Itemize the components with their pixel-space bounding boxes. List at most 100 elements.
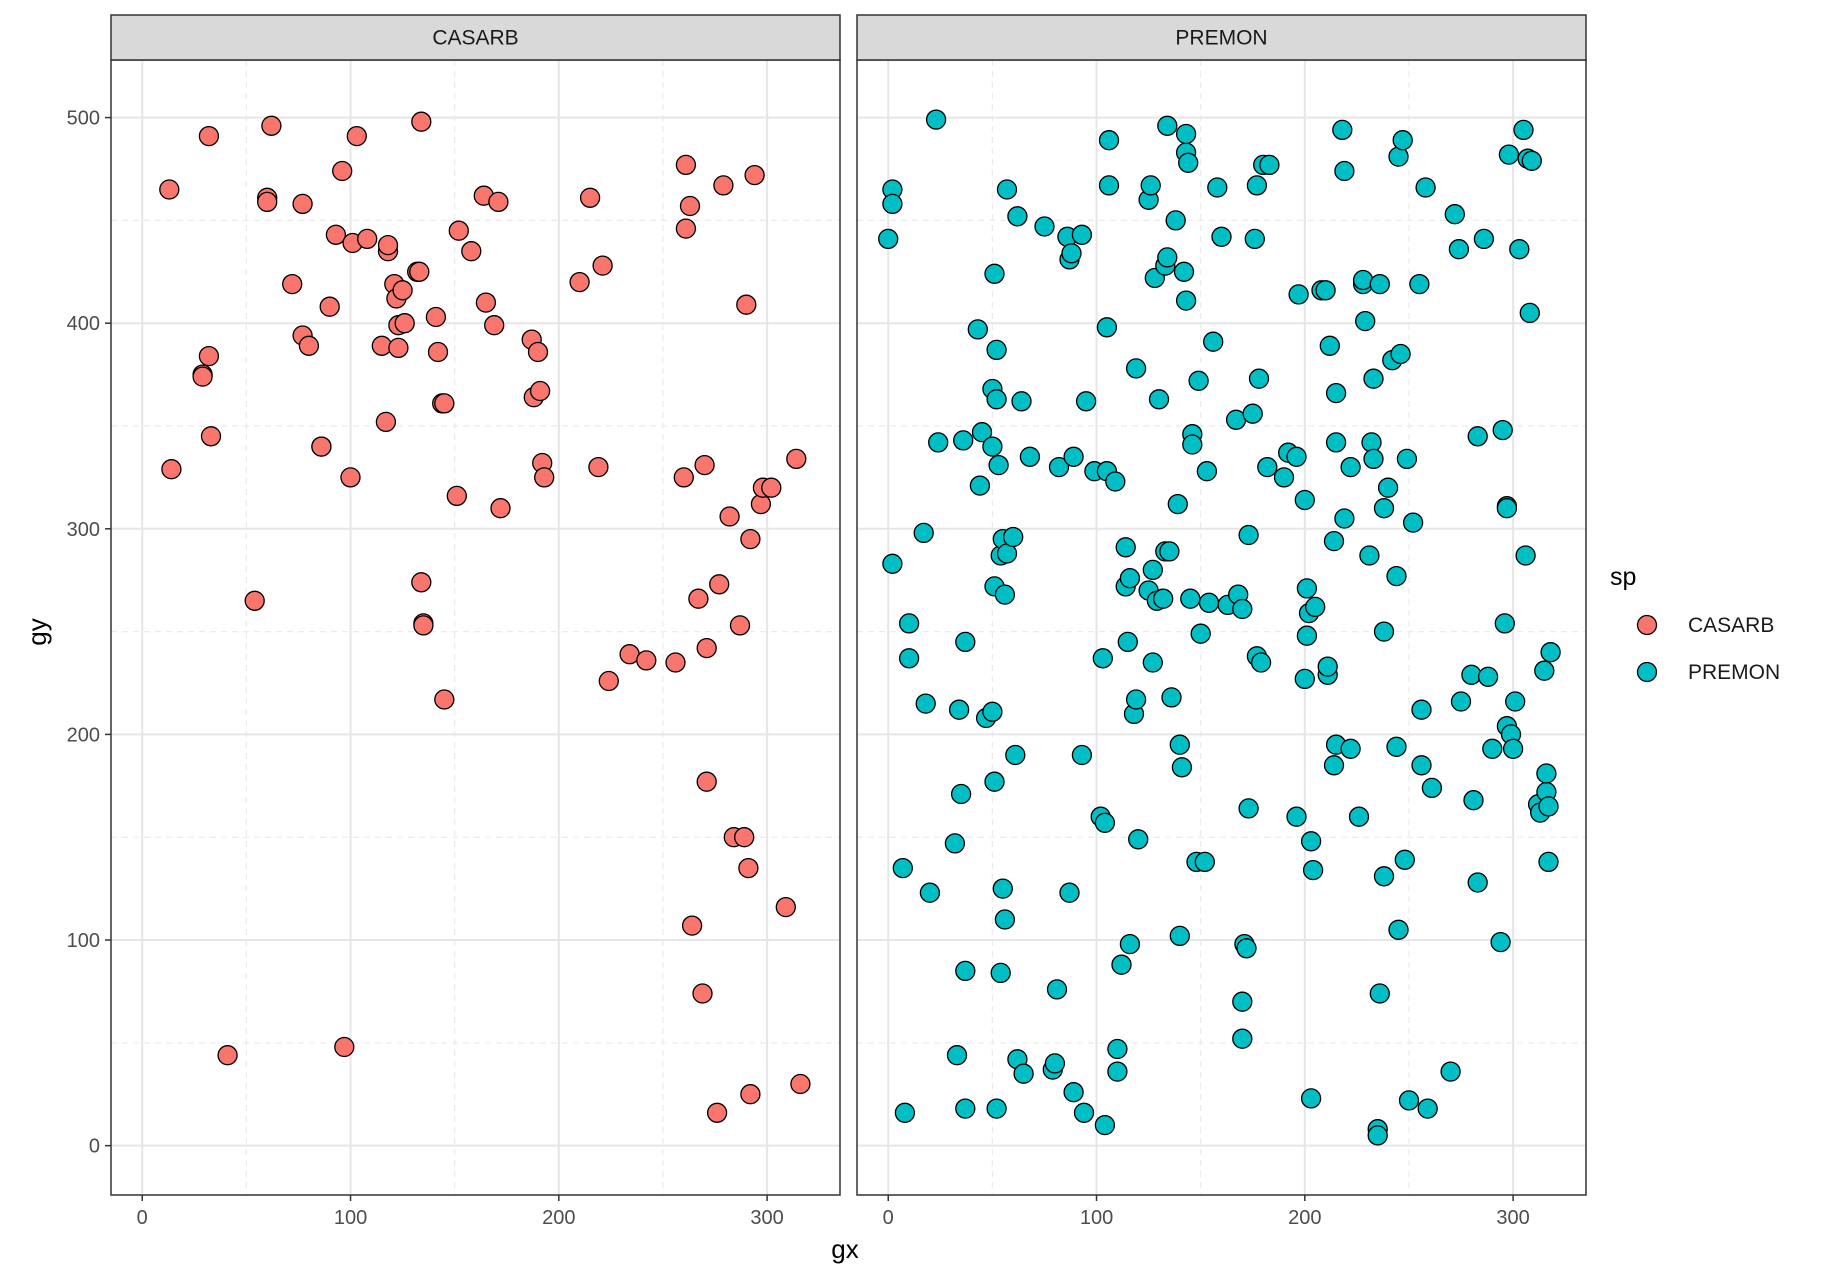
point-casarb (448, 220, 469, 241)
point-premon (1142, 559, 1163, 581)
point-premon (1288, 284, 1309, 305)
point-casarb (475, 292, 497, 313)
point-premon (953, 430, 974, 451)
point-casarb (334, 1036, 355, 1058)
point-premon (1242, 403, 1263, 424)
point-casarb (738, 857, 759, 879)
point-premon (1440, 1061, 1461, 1082)
point-premon (1325, 382, 1347, 404)
point-casarb (740, 528, 761, 550)
point-premon (1196, 461, 1218, 482)
point-casarb (346, 125, 367, 147)
point-premon (1477, 666, 1499, 687)
y-tick-label: 200 (67, 724, 100, 746)
point-casarb (665, 652, 686, 673)
point-premon (1153, 588, 1174, 609)
point-premon (1236, 938, 1257, 959)
point-premon (1250, 652, 1272, 673)
point-premon (971, 422, 993, 443)
point-premon (1007, 206, 1028, 227)
point-premon (1340, 738, 1361, 759)
point-premon (1398, 1090, 1420, 1111)
point-premon (1075, 391, 1097, 412)
point-casarb (409, 261, 430, 282)
point-premon (986, 339, 1007, 361)
point-premon (1167, 493, 1188, 515)
y-tick-label: 300 (67, 519, 100, 541)
point-premon (1173, 261, 1195, 282)
point-premon (1294, 489, 1315, 511)
x-tick-label: 300 (750, 1207, 783, 1229)
points-casarb (159, 111, 811, 1123)
point-premon (1073, 1102, 1095, 1123)
point-casarb (588, 456, 609, 478)
point-premon (1098, 175, 1120, 196)
point-premon (1175, 123, 1197, 145)
strip-label-premon: PREMON (1175, 27, 1267, 50)
point-premon (950, 783, 972, 805)
point-premon (1203, 331, 1224, 352)
point-premon (1238, 524, 1259, 546)
point-premon (1463, 790, 1484, 811)
x-axis-title: gx (831, 1234, 858, 1264)
point-premon (1107, 1061, 1128, 1082)
point-premon (913, 522, 934, 544)
point-premon (1296, 578, 1318, 599)
point-premon (1540, 642, 1561, 663)
point-casarb (413, 615, 434, 636)
point-premon (1386, 736, 1407, 757)
point-premon (1373, 866, 1395, 887)
point-casarb (371, 335, 392, 356)
point-premon (1334, 160, 1355, 182)
point-premon (1498, 144, 1520, 165)
point-premon (1171, 757, 1193, 778)
point-casarb (709, 574, 730, 595)
point-premon (984, 263, 1005, 284)
x-tick-label: 100 (334, 1207, 367, 1229)
point-premon (882, 553, 903, 574)
point-casarb (200, 426, 222, 447)
point-premon (1352, 269, 1374, 291)
y-axis-title: gy (22, 618, 52, 645)
point-casarb (692, 983, 713, 1004)
point-casarb (198, 345, 220, 367)
point-premon (1417, 1098, 1438, 1119)
point-casarb (198, 125, 220, 147)
point-casarb (434, 393, 455, 414)
point-premon (1246, 175, 1268, 196)
point-premon (1509, 239, 1530, 260)
x-tick-label: 200 (542, 1207, 575, 1229)
point-premon (1161, 687, 1182, 708)
point-premon (1071, 224, 1093, 245)
point-casarb (325, 224, 347, 245)
point-casarb (790, 1073, 811, 1095)
point-premon (994, 584, 1016, 605)
point-casarb (388, 337, 409, 359)
point-premon (1390, 343, 1411, 365)
point-casarb (161, 459, 182, 480)
legend-label-casarb: CASARB (1688, 614, 1774, 637)
point-premon (1019, 446, 1041, 467)
point-premon (1467, 426, 1488, 447)
point-premon (1169, 734, 1190, 755)
point-premon (986, 1098, 1007, 1119)
point-casarb (411, 111, 432, 132)
point-premon (1061, 243, 1082, 264)
point-casarb (392, 280, 413, 301)
point-premon (1094, 812, 1116, 833)
point-premon (944, 833, 966, 854)
point-premon (1519, 302, 1540, 324)
point-premon (1046, 979, 1068, 1000)
point-premon (1388, 919, 1409, 940)
point-premon (967, 319, 988, 340)
point-casarb (706, 1102, 728, 1123)
point-premon (1402, 512, 1424, 533)
point-premon (1515, 545, 1536, 566)
point-premon (1198, 592, 1220, 613)
x-tick-label: 300 (1496, 1207, 1529, 1229)
axes-layer: 0 100 200 300 0 100 200 300 0 100 200 300 400 500 (67, 108, 1530, 1229)
point-casarb (696, 771, 717, 792)
point-premon (1165, 210, 1186, 231)
point-casarb (192, 366, 213, 387)
point-casarb (292, 193, 313, 215)
